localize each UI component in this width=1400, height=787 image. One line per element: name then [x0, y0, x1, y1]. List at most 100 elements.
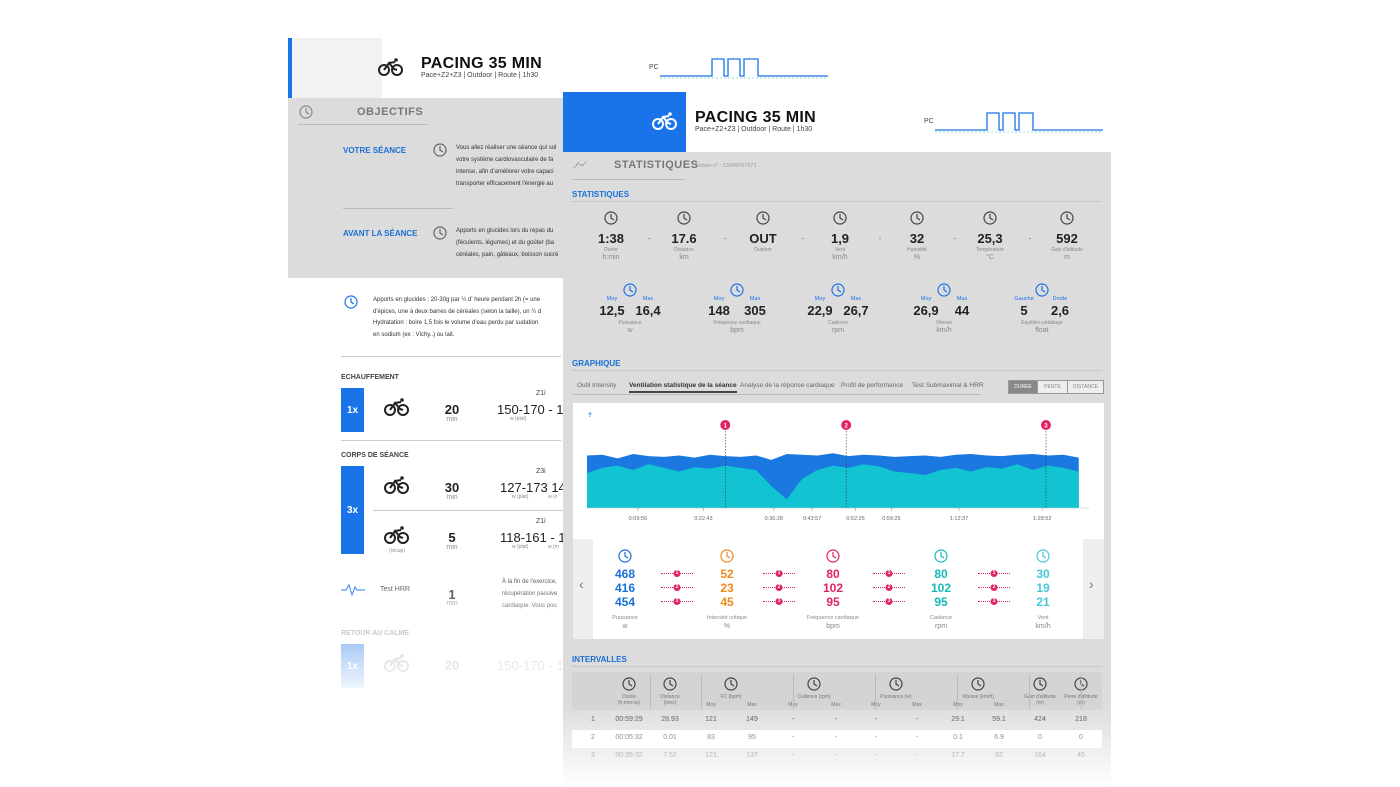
- icon: [618, 549, 632, 563]
- icon: [889, 677, 903, 691]
- icon: [971, 677, 985, 691]
- tab[interactable]: Ventilation statistique de la séance: [629, 382, 737, 393]
- icon: [1035, 283, 1049, 297]
- cell: 0: [1038, 734, 1042, 741]
- bike-icon: [384, 476, 409, 494]
- icon-shape: [1033, 677, 1047, 691]
- section-title: STATISTIQUES: [614, 159, 699, 171]
- marker: [1040, 420, 1051, 430]
- prev-arrow[interactable]: ‹: [579, 576, 584, 592]
- step-profile: [660, 58, 828, 79]
- label: AVANT LA SÉANCE: [343, 229, 418, 238]
- icon-shape: [720, 549, 734, 563]
- icon: [344, 295, 358, 309]
- stat-label: Gain d'altitude: [1051, 247, 1083, 253]
- cell: 0.01: [663, 734, 677, 741]
- stat-value: 1:38: [597, 231, 625, 246]
- icon: [724, 677, 738, 691]
- row-index: 1: [990, 570, 998, 577]
- stat-unit: km: [679, 254, 689, 261]
- divider: [573, 179, 685, 180]
- zone-value: 468: [614, 567, 636, 581]
- cell: 00:35:32: [615, 752, 643, 759]
- text-line: récupération passive: [502, 591, 558, 597]
- col-divider: [1029, 674, 1030, 710]
- icon-shape: [663, 677, 677, 691]
- sub-header: Max: [831, 702, 841, 708]
- title: PACING 35 MIN: [695, 109, 816, 126]
- tab[interactable]: Profil de performance: [841, 382, 904, 389]
- right-label: Max: [850, 296, 862, 302]
- text-line: Vous allez réaliser une séance qui sol: [456, 145, 557, 151]
- tab[interactable]: Test Submaximal & HRR: [912, 382, 984, 389]
- cell: 45: [1077, 752, 1085, 759]
- sub-header: Max: [747, 702, 757, 708]
- icon: [831, 283, 845, 297]
- zone-value: 95: [934, 595, 948, 609]
- stat-value: OUT: [749, 231, 777, 246]
- tab[interactable]: Outil Intensity: [577, 382, 617, 389]
- sub-header: Moy: [706, 702, 716, 708]
- cell: -: [791, 716, 795, 723]
- cell: 7.52: [663, 752, 677, 759]
- dot: [723, 238, 726, 239]
- tab[interactable]: Analyse de la réponse cardiaque: [740, 382, 835, 389]
- stat-label: Distance: [674, 247, 694, 253]
- cell: 0: [1079, 734, 1083, 741]
- icon: [934, 549, 948, 563]
- target: 150-170 - 16: [497, 402, 571, 417]
- front-document: PACING 35 MIN Pace+Z2+Z3 | Outdoor | Rou…: [563, 92, 1111, 787]
- icon-shape: [724, 677, 738, 691]
- zone-value: 21: [1036, 595, 1050, 609]
- area-chart: ? 0:09:56 0:22:43 0:36:28 0:43:57 0:52:25 0:59…: [587, 413, 1089, 522]
- subtitle: Pace+Z2+Z3 | Outdoor | Route | 1h30: [695, 126, 813, 133]
- toggle[interactable]: PENTE: [1037, 380, 1068, 394]
- duration: 20: [444, 658, 460, 673]
- icon-shape: [623, 283, 637, 297]
- next-arrow[interactable]: ›: [1089, 576, 1094, 592]
- cell: 121: [705, 752, 717, 759]
- zone: Z3i: [536, 468, 546, 475]
- stat-unit: %: [913, 254, 921, 261]
- column-header: Distance (kms): [660, 694, 680, 706]
- icon-shape: [1060, 211, 1074, 225]
- column-header: Cadence (rpm): [797, 694, 831, 700]
- section-title: OBJECTIFS: [357, 106, 424, 118]
- left-label: Moy: [606, 296, 618, 302]
- cell: 3: [591, 752, 595, 759]
- cell: 29.1: [951, 716, 965, 723]
- stat-unit: float: [1035, 327, 1049, 334]
- unit: min: [446, 416, 458, 423]
- divider: [573, 394, 981, 395]
- icon-shape: [622, 677, 636, 691]
- icon: [623, 283, 637, 297]
- duration: 30: [444, 480, 460, 495]
- cell: 17.7: [951, 752, 965, 759]
- divider: [341, 440, 561, 441]
- text-block: À la fin de l'exercice, récupération pass…: [502, 576, 557, 612]
- icon: [807, 677, 821, 691]
- x-tick-label: 1:28:52: [1033, 516, 1051, 522]
- x-tick-label: 0:43:57: [803, 516, 821, 522]
- stat-unit: m: [1064, 254, 1070, 261]
- hrr-icon: [341, 584, 365, 596]
- zone-value: 416: [614, 581, 636, 595]
- x-tick-label: 0:52:25: [846, 516, 864, 522]
- stat-label: Température: [975, 247, 1005, 253]
- marker-label: 2: [845, 424, 849, 430]
- stat-value: 1,9: [830, 231, 850, 246]
- stat-value: 592: [1056, 231, 1078, 246]
- icon-shape: [677, 211, 691, 225]
- table-header: [572, 672, 1102, 710]
- sub-header: Moy: [871, 702, 881, 708]
- reps: 1x: [341, 644, 364, 688]
- left-label: Moy: [814, 296, 826, 302]
- label: (récup): [389, 548, 405, 554]
- row-index: 3: [990, 598, 998, 605]
- left-label: Moy: [713, 296, 725, 302]
- text-line: (féculents, légumes) et du goûter (ba: [456, 240, 555, 246]
- stat-unit: bpm: [730, 327, 744, 334]
- toggle[interactable]: DISTANCE: [1067, 380, 1104, 394]
- intervals-title: INTERVALLES: [572, 655, 627, 664]
- toggle[interactable]: DURÉE: [1008, 380, 1038, 394]
